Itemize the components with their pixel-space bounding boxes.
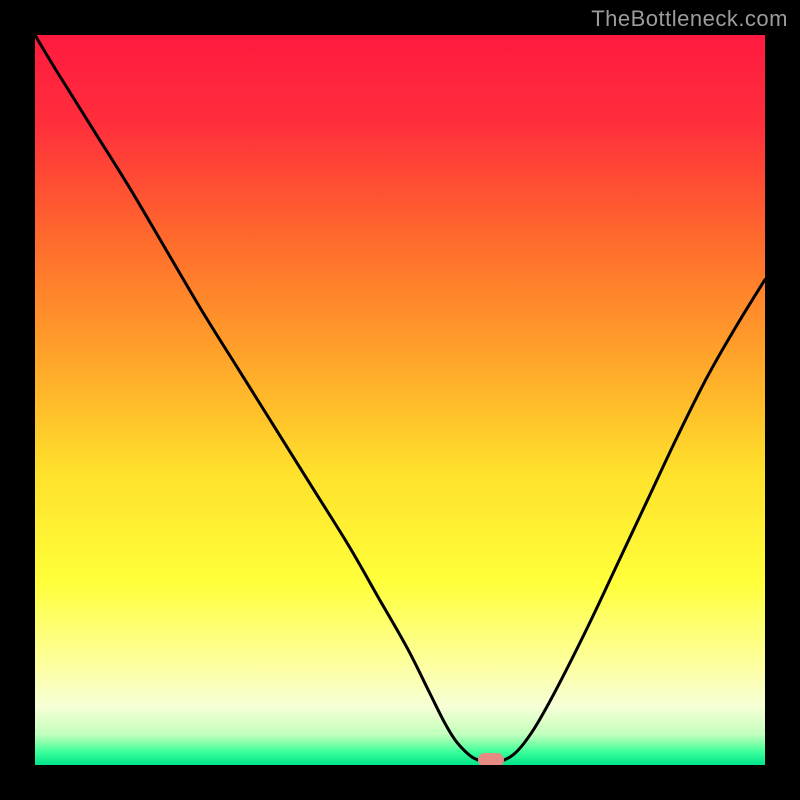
chart-stage: TheBottleneck.com — [0, 0, 800, 800]
curve-path — [35, 35, 765, 762]
watermark-text: TheBottleneck.com — [591, 6, 788, 32]
bottleneck-curve — [35, 35, 765, 765]
optimal-marker — [478, 753, 504, 765]
plot-area — [35, 35, 765, 765]
